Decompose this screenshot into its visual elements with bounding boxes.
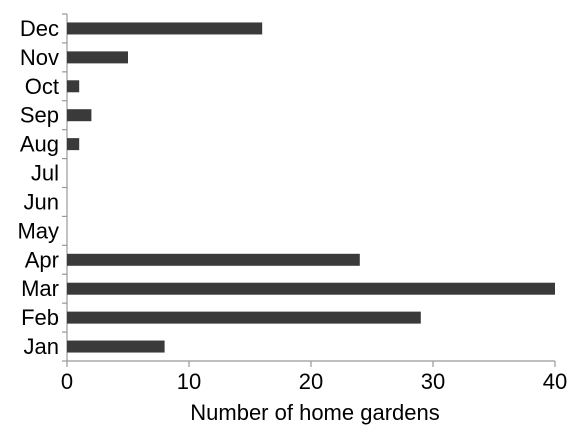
x-tick-label-40: 40 xyxy=(543,369,567,394)
y-tick-label-dec: Dec xyxy=(20,16,59,41)
bar-nov xyxy=(67,51,128,64)
y-tick-label-feb: Feb xyxy=(21,305,59,330)
y-tick-labels: Jan Feb Mar Apr May Jun Jul Aug Sep Oct Nov Dec xyxy=(17,16,59,359)
bar-mar xyxy=(67,282,555,295)
bar-dec xyxy=(67,22,263,35)
y-tick-label-mar: Mar xyxy=(21,276,59,301)
y-tick-label-apr: Apr xyxy=(25,247,59,272)
bar-sep xyxy=(67,109,92,122)
x-tick-label-10: 10 xyxy=(177,369,201,394)
x-tick-marks xyxy=(66,361,556,367)
y-tick-label-aug: Aug xyxy=(20,132,59,157)
axes xyxy=(66,14,555,362)
x-tick-labels: 0 10 20 30 40 xyxy=(61,369,567,394)
x-tick-label-30: 30 xyxy=(421,369,445,394)
y-tick-label-oct: Oct xyxy=(25,74,59,99)
y-tick-label-jan: Jan xyxy=(24,334,59,359)
bar-apr xyxy=(67,253,360,266)
y-tick-label-may: May xyxy=(17,218,59,243)
y-tick-label-sep: Sep xyxy=(20,103,59,128)
x-axis-title: Number of home gardens xyxy=(190,400,439,425)
x-tick-label-0: 0 xyxy=(61,369,73,394)
bar-feb xyxy=(67,311,421,324)
bar-jan xyxy=(67,340,165,353)
x-tick-label-20: 20 xyxy=(299,369,323,394)
y-tick-label-jun: Jun xyxy=(24,189,59,214)
bar-oct xyxy=(67,80,80,93)
y-tick-label-nov: Nov xyxy=(20,45,59,70)
y-tick-label-jul: Jul xyxy=(31,161,59,186)
bar-aug xyxy=(67,138,80,151)
bars xyxy=(67,22,555,353)
y-tick-marks xyxy=(62,13,67,362)
